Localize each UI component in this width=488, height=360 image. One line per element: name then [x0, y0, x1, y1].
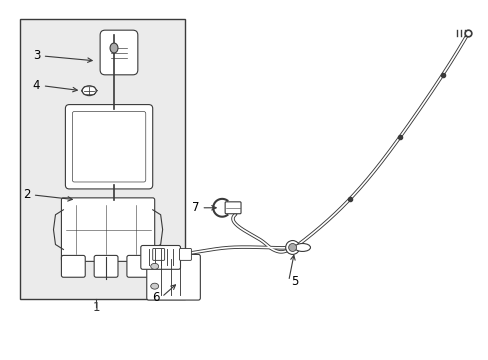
FancyBboxPatch shape: [100, 30, 138, 75]
Ellipse shape: [150, 264, 158, 269]
Ellipse shape: [285, 240, 299, 255]
Bar: [20, 19, 185, 299]
Ellipse shape: [288, 243, 296, 251]
Text: 3: 3: [33, 49, 40, 63]
FancyBboxPatch shape: [152, 248, 164, 260]
Text: 7: 7: [191, 201, 199, 214]
FancyBboxPatch shape: [141, 246, 180, 269]
Ellipse shape: [82, 86, 96, 96]
Text: 6: 6: [152, 291, 159, 303]
FancyBboxPatch shape: [224, 202, 241, 214]
FancyBboxPatch shape: [61, 255, 85, 277]
FancyBboxPatch shape: [127, 255, 150, 277]
Ellipse shape: [150, 283, 158, 289]
Text: 2: 2: [23, 188, 30, 201]
FancyBboxPatch shape: [94, 255, 118, 277]
Ellipse shape: [110, 43, 118, 53]
FancyBboxPatch shape: [61, 198, 154, 261]
Text: 1: 1: [92, 301, 100, 314]
Text: 4: 4: [33, 79, 41, 92]
FancyBboxPatch shape: [65, 105, 152, 189]
FancyBboxPatch shape: [179, 248, 191, 260]
Text: 5: 5: [290, 275, 298, 288]
Ellipse shape: [294, 243, 310, 251]
FancyBboxPatch shape: [146, 255, 200, 300]
